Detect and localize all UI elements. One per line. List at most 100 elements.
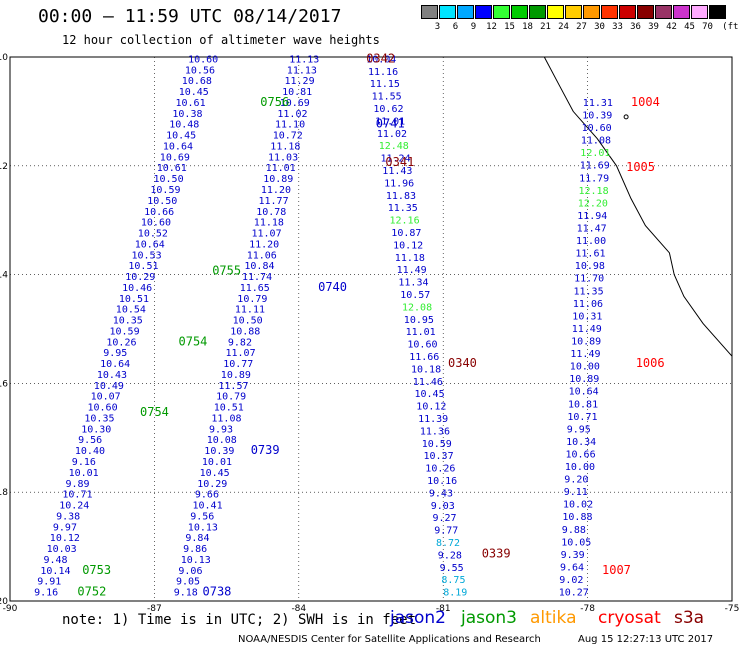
wave-height-value: 8.72 [436, 538, 460, 549]
wave-height-value: 9.18 [174, 588, 198, 599]
legend-swatch [547, 5, 564, 19]
wave-height-value: 10.51 [128, 261, 158, 272]
wave-height-value: 11.07 [252, 229, 282, 240]
wave-height-value: 11.01 [375, 116, 405, 127]
lat-tick-label: -16 [0, 379, 8, 389]
wave-height-value: 11.65 [240, 283, 270, 294]
wave-height-value: 10.89 [221, 370, 251, 381]
lat-tick-label: -12 [0, 162, 8, 172]
wave-height-value: 11.13 [287, 65, 317, 76]
wave-height-value: 11.08 [581, 136, 611, 147]
wave-height-value: 9.84 [185, 533, 209, 544]
wave-height-value: 9.11 [564, 487, 588, 498]
legend-label: 42 [666, 22, 677, 32]
legend-swatch [709, 5, 726, 19]
wave-height-value: 10.64 [135, 239, 165, 250]
pass-time-label: 0752 [77, 585, 106, 599]
wave-height-value: 11.39 [418, 414, 448, 425]
wave-height-value: 11.35 [388, 203, 418, 214]
wave-height-value: 10.01 [69, 468, 99, 479]
legend-label: 21 [540, 22, 551, 32]
wave-height-value: 11.00 [576, 236, 606, 247]
satellite-label-altika: altika [530, 608, 577, 628]
wave-height-value: 10.59 [422, 439, 452, 450]
pass-time-label: 0741 [376, 117, 405, 131]
wave-height-value: 10.30 [81, 424, 111, 435]
wave-height-value: 10.37 [424, 451, 454, 462]
legend-label: 45 [684, 22, 695, 32]
wave-height-value: 10.60 [141, 218, 171, 229]
wave-height-value: 10.05 [561, 537, 591, 548]
legend-label: 70 [702, 22, 713, 32]
wave-height-value: 10.64 [569, 387, 599, 398]
wave-height-value: 9.55 [440, 563, 464, 574]
wave-height-value: 10.12 [50, 533, 80, 544]
legend-label: 15 [504, 22, 515, 32]
legend-label: 3 [434, 22, 441, 32]
wave-height-value: 11.08 [211, 414, 241, 425]
legend-label: 27 [576, 22, 587, 32]
wave-height-value: 11.02 [277, 109, 307, 120]
wave-height-value: 8.19 [443, 588, 467, 599]
wave-height-value: 11.55 [372, 92, 402, 103]
wave-height-value: 10.71 [567, 412, 597, 423]
legend-label: 30 [594, 22, 605, 32]
wave-height-value: 11.29 [285, 76, 315, 87]
wave-height-value: 11.15 [370, 79, 400, 90]
legend-swatch [619, 5, 636, 19]
credit-line: NOAA/NESDIS Center for Satellite Applica… [238, 634, 541, 645]
legend-swatch [475, 5, 492, 19]
wave-height-value: 10.59 [150, 185, 180, 196]
footer-note: note: 1) Time is in UTC; 2) SWH is in fe… [62, 612, 417, 628]
wave-height-value: 10.62 [373, 104, 403, 115]
wave-height-value: 10.60 [188, 54, 218, 65]
wave-height-value: 10.00 [565, 462, 595, 473]
wave-height-value: 10.61 [157, 163, 187, 174]
wave-height-value: 11.94 [577, 211, 607, 222]
wave-height-value: 10.89 [569, 374, 599, 385]
wave-height-value: 10.24 [59, 501, 89, 512]
legend-swatch [637, 5, 654, 19]
wave-height-value: 10.50 [233, 316, 263, 327]
legend-label: 33 [612, 22, 623, 32]
lon-tick-label: -78 [580, 604, 595, 614]
wave-height-value: 10.87 [391, 228, 421, 239]
satellite-label-s3a: s3a [674, 608, 705, 628]
legend-swatch [457, 5, 474, 19]
legend-label: 39 [648, 22, 659, 32]
wave-height-value: 12.08 [402, 302, 432, 313]
wave-height-value: 10.00 [570, 362, 600, 373]
wave-height-value: 11.01 [266, 163, 296, 174]
pass-time-label: 0740 [318, 280, 347, 294]
wave-height-value: 10.45 [179, 87, 209, 98]
wave-height-value: 10.31 [572, 311, 602, 322]
wave-height-value: 11.74 [242, 272, 272, 283]
wave-height-value: 10.98 [575, 261, 605, 272]
wave-height-value: 11.18 [395, 253, 425, 264]
wave-height-value: 10.59 [110, 326, 140, 337]
wave-height-value: 11.02 [377, 129, 407, 140]
wave-height-value: 9.43 [429, 488, 453, 499]
pass-time-label: 0738 [203, 585, 232, 599]
wave-height-value: 10.60 [407, 340, 437, 351]
wave-height-value: 9.93 [209, 424, 233, 435]
pass-time-label: 0341 [385, 155, 414, 169]
wave-height-value: 10.46 [122, 283, 152, 294]
wave-height-value: 11.20 [249, 239, 279, 250]
wave-height-value: 9.38 [56, 511, 80, 522]
pass-time-label: 0339 [482, 547, 511, 561]
wave-height-value: 11.20 [261, 185, 291, 196]
lon-tick-label: -84 [291, 604, 306, 614]
legend-swatch [691, 5, 708, 19]
wave-height-value: 11.34 [398, 278, 428, 289]
pass-time-label: 0755 [212, 264, 241, 278]
wave-height-value: 10.41 [193, 501, 223, 512]
wave-height-value: 12.01 [580, 148, 610, 159]
wave-height-value: 10.71 [62, 490, 92, 501]
coastline [543, 56, 733, 357]
wave-height-value: 11.77 [259, 196, 289, 207]
pass-time-label: 0754 [140, 405, 169, 419]
pass-time-label: 0756 [260, 95, 289, 109]
wave-height-value: 9.56 [78, 435, 102, 446]
